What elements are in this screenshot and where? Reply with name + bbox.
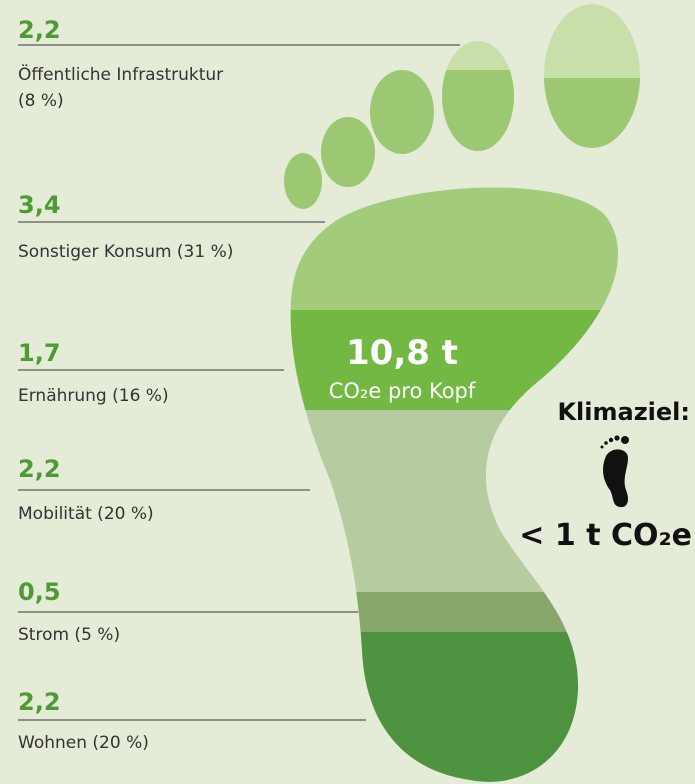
item-value: 2,2 <box>18 455 61 483</box>
goal-icon <box>600 435 629 508</box>
total-unit: CO₂e pro Kopf <box>329 379 476 403</box>
goal-value: < 1 t CO₂e <box>519 518 692 553</box>
total-value: 10,8 t <box>346 333 458 373</box>
item-value: 2,2 <box>18 16 61 44</box>
item-share: (8 %) <box>18 91 64 111</box>
item-label: Sonstiger Konsum (31 %) <box>18 242 233 262</box>
goal-title: Klimaziel: <box>557 398 690 426</box>
item-label: Wohnen (20 %) <box>18 733 149 753</box>
item-value: 1,7 <box>18 339 61 367</box>
item-value: 2,2 <box>18 688 61 716</box>
item-label: Ernährung (16 %) <box>18 386 169 406</box>
item-label: Mobilität (20 %) <box>18 504 154 524</box>
item-label: Strom (5 %) <box>18 625 120 645</box>
item-label: Öffentliche Infrastruktur <box>18 63 223 85</box>
item-value: 0,5 <box>18 578 61 606</box>
item-value: 3,4 <box>18 191 61 219</box>
